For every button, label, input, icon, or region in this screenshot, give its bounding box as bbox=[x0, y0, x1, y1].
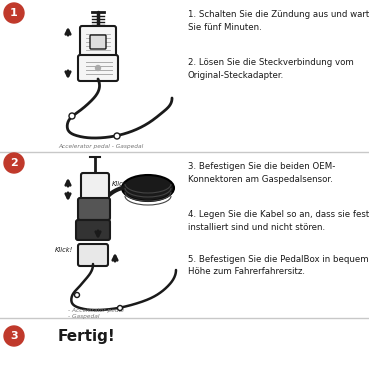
FancyBboxPatch shape bbox=[78, 55, 118, 81]
Text: 2. Lösen Sie die Steckverbindung vom
Original-Steckadapter.: 2. Lösen Sie die Steckverbindung vom Ori… bbox=[188, 58, 354, 79]
FancyBboxPatch shape bbox=[78, 244, 108, 266]
FancyBboxPatch shape bbox=[78, 198, 110, 220]
Text: 3: 3 bbox=[10, 331, 18, 341]
Circle shape bbox=[4, 153, 24, 173]
FancyBboxPatch shape bbox=[80, 26, 116, 56]
Circle shape bbox=[114, 133, 120, 139]
Text: - Accelerator pedal
- Gaspedal: - Accelerator pedal - Gaspedal bbox=[68, 308, 124, 319]
Text: 2: 2 bbox=[10, 158, 18, 168]
FancyBboxPatch shape bbox=[76, 220, 110, 240]
Ellipse shape bbox=[122, 175, 174, 201]
Circle shape bbox=[117, 306, 123, 310]
Circle shape bbox=[69, 113, 75, 119]
Text: Fertig!: Fertig! bbox=[58, 328, 116, 344]
Circle shape bbox=[4, 3, 24, 23]
Text: 5. Befestigen Sie die PedalBox in bequemer
Höhe zum Fahrerfahrersitz.: 5. Befestigen Sie die PedalBox in bequem… bbox=[188, 255, 369, 276]
Text: Accelerator pedal - Gaspedal: Accelerator pedal - Gaspedal bbox=[58, 144, 143, 149]
Circle shape bbox=[96, 66, 100, 70]
FancyBboxPatch shape bbox=[81, 173, 109, 199]
Circle shape bbox=[75, 293, 79, 297]
Circle shape bbox=[4, 326, 24, 346]
Text: 4. Legen Sie die Kabel so an, dass sie fest
installiert sind und nicht stören.: 4. Legen Sie die Kabel so an, dass sie f… bbox=[188, 210, 369, 231]
Text: 1: 1 bbox=[10, 8, 18, 18]
FancyBboxPatch shape bbox=[90, 35, 106, 49]
Text: 1. Schalten Sie die Zündung aus und warten
Sie fünf Minuten.: 1. Schalten Sie die Zündung aus und wart… bbox=[188, 10, 369, 31]
Text: Klick!: Klick! bbox=[112, 181, 130, 187]
Text: Klick!: Klick! bbox=[55, 247, 73, 253]
Text: 3. Befestigen Sie die beiden OEM-
Konnektoren am Gaspedalsensor.: 3. Befestigen Sie die beiden OEM- Konnek… bbox=[188, 162, 335, 183]
